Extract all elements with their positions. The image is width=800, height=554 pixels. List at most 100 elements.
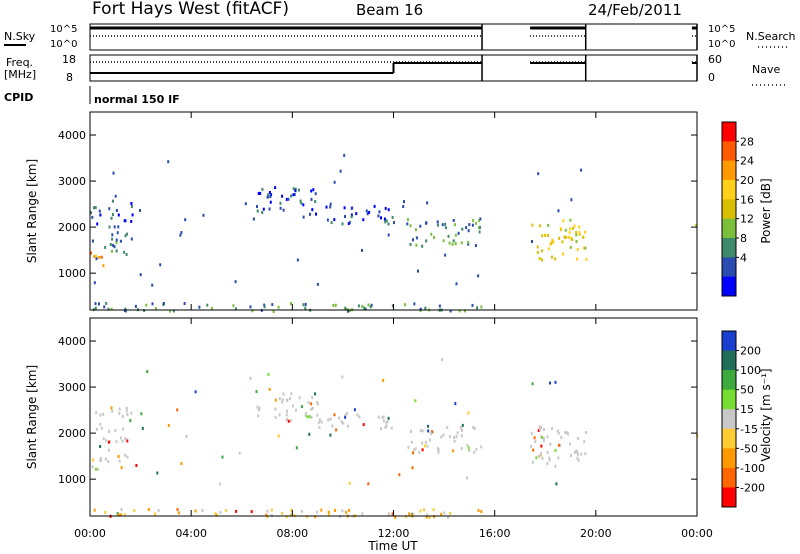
scatter-cell — [695, 223, 698, 227]
scatter-point — [277, 434, 280, 438]
scatter-cell — [93, 508, 96, 512]
colorbar-swatch — [722, 389, 736, 410]
scatter-cell — [257, 192, 260, 195]
scatter-cell — [572, 226, 574, 230]
scatter-cell — [104, 457, 107, 461]
scatter-cell — [537, 429, 540, 432]
scatter-cell — [307, 401, 310, 404]
scatter-point — [252, 217, 255, 221]
scatter-cell — [314, 515, 317, 519]
scatter-cell — [115, 238, 118, 242]
scatter-point — [316, 282, 319, 286]
scatter-cell — [345, 510, 348, 514]
scatter-cell — [569, 442, 572, 446]
nsky-tick-top: 10^5 — [50, 24, 77, 35]
scatter-cell — [430, 232, 433, 236]
scatter-cell — [331, 424, 334, 428]
scatter-cell — [306, 415, 309, 419]
scatter-cell — [393, 221, 395, 225]
scatter-cell — [108, 225, 111, 229]
scatter-cell — [413, 448, 416, 452]
scatter-cell — [286, 418, 288, 421]
scatter-cell — [559, 443, 562, 447]
scatter-cell — [554, 464, 557, 468]
scatter-cell — [292, 193, 295, 197]
scatter-point — [184, 218, 187, 222]
scatter-point — [108, 207, 111, 211]
scatter-cell — [424, 306, 427, 310]
scatter-cell — [177, 511, 180, 515]
scatter-cell — [268, 191, 271, 194]
scatter-cell — [576, 248, 579, 251]
scatter-cell — [472, 219, 475, 223]
scatter-cell — [112, 213, 114, 217]
scatter-cell — [430, 432, 432, 436]
scatter-point — [179, 233, 182, 237]
scatter-cell — [535, 456, 538, 460]
scatter-cell — [421, 244, 424, 248]
scatter-cell — [530, 445, 533, 448]
scatter-cell — [562, 219, 565, 223]
scatter-cell — [274, 415, 277, 419]
scatter-cell — [407, 445, 410, 449]
scatter-point — [302, 215, 305, 219]
scatter-cell — [538, 257, 541, 261]
scatter-cell — [274, 407, 277, 411]
scatter-cell — [576, 456, 579, 460]
scatter-cell — [162, 302, 165, 305]
scatter-cell — [547, 223, 550, 227]
scatter-cell — [285, 515, 288, 519]
scatter-cell — [554, 257, 557, 261]
scatter-cell — [293, 193, 296, 196]
scatter-cell — [290, 419, 293, 423]
scatter-cell — [214, 512, 217, 516]
scatter-cell — [105, 439, 108, 443]
scatter-cell — [281, 194, 284, 198]
scatter-cell — [534, 440, 537, 444]
scatter-cell — [426, 444, 429, 448]
scatter-cell — [225, 509, 227, 513]
scatter-cell — [569, 218, 572, 222]
scatter-cell — [235, 509, 238, 513]
scatter-cell — [424, 440, 427, 444]
scatter-cell — [117, 513, 120, 517]
scatter-cell — [578, 225, 581, 229]
scatter-cell — [278, 397, 281, 401]
scatter-point — [135, 464, 138, 467]
x-tick-label: 04:00 — [175, 527, 207, 540]
scatter-cell — [549, 242, 552, 246]
scatter-cell — [437, 450, 440, 454]
scatter-cell — [390, 426, 393, 430]
scatter-cell — [232, 304, 235, 308]
scatter-cell — [95, 427, 98, 431]
freq-label: Freq. — [6, 56, 33, 69]
scatter-cell — [446, 425, 449, 429]
scatter-cell — [93, 255, 96, 259]
scatter-cell — [442, 239, 445, 243]
scatter-cell — [455, 435, 458, 439]
scatter-cell — [551, 238, 554, 242]
scatter-point — [467, 411, 470, 415]
scatter-cell — [263, 303, 266, 307]
scatter-cell — [351, 206, 354, 210]
scatter-cell — [129, 419, 132, 423]
scatter-cell — [107, 448, 110, 452]
y-tick-label: 4000 — [58, 129, 86, 142]
scatter-cell — [302, 303, 305, 307]
scatter-point — [402, 205, 405, 208]
scatter-cell — [271, 303, 274, 307]
scatter-cell — [327, 510, 330, 514]
scatter-cell — [109, 243, 112, 246]
y-tick-label: 1000 — [58, 473, 86, 486]
scatter-cell — [285, 398, 288, 402]
scatter-cell — [121, 439, 124, 443]
scatter-point — [180, 231, 183, 234]
scatter-cell — [334, 303, 337, 307]
scatter-cell — [533, 436, 536, 440]
scatter-cell — [479, 225, 482, 229]
scatter-cell — [272, 310, 275, 313]
scatter-cell — [408, 512, 411, 516]
scatter-point — [221, 455, 224, 459]
scatter-point — [557, 443, 560, 447]
scatter-cell — [350, 215, 353, 219]
